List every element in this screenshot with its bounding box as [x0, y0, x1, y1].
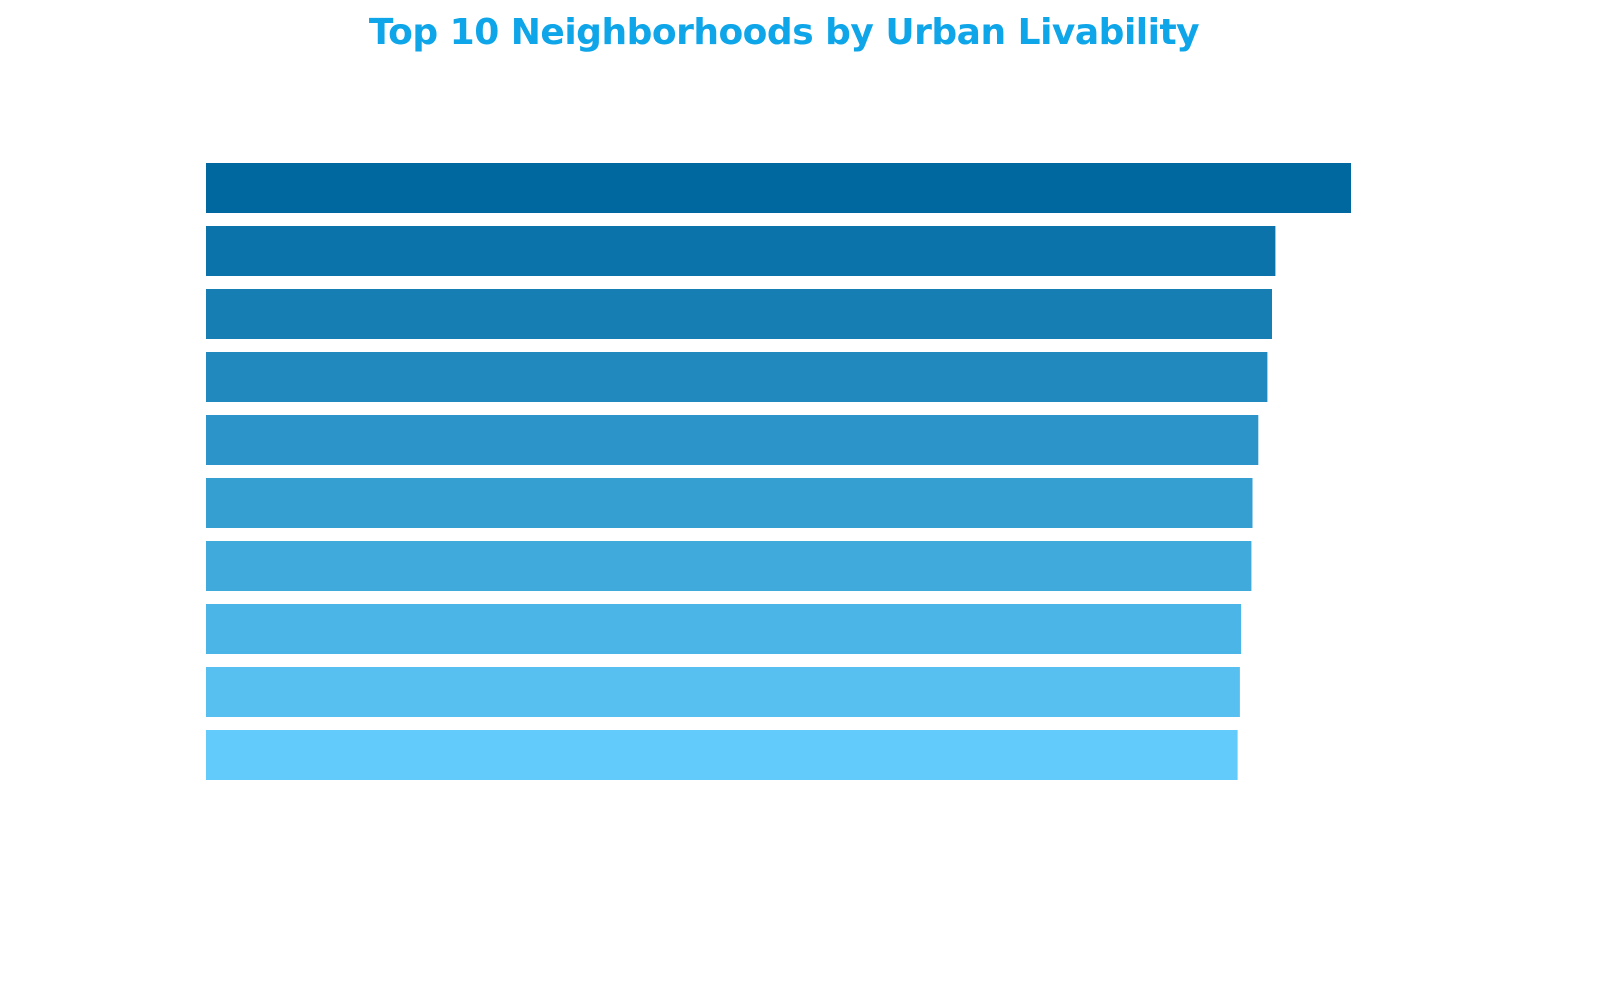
bar-5: [206, 415, 1259, 465]
bar-8: [206, 604, 1242, 654]
bar-10: [206, 730, 1238, 780]
bar-2: [206, 226, 1276, 276]
bar-3: [206, 289, 1272, 339]
bars-group: [206, 163, 1351, 780]
bar-9: [206, 667, 1240, 717]
bar-1: [206, 163, 1351, 213]
bar-4: [206, 352, 1268, 402]
bar-6: [206, 478, 1253, 528]
chart-title: Top 10 Neighborhoods by Urban Livability: [368, 12, 1200, 53]
bar-7: [206, 541, 1252, 591]
